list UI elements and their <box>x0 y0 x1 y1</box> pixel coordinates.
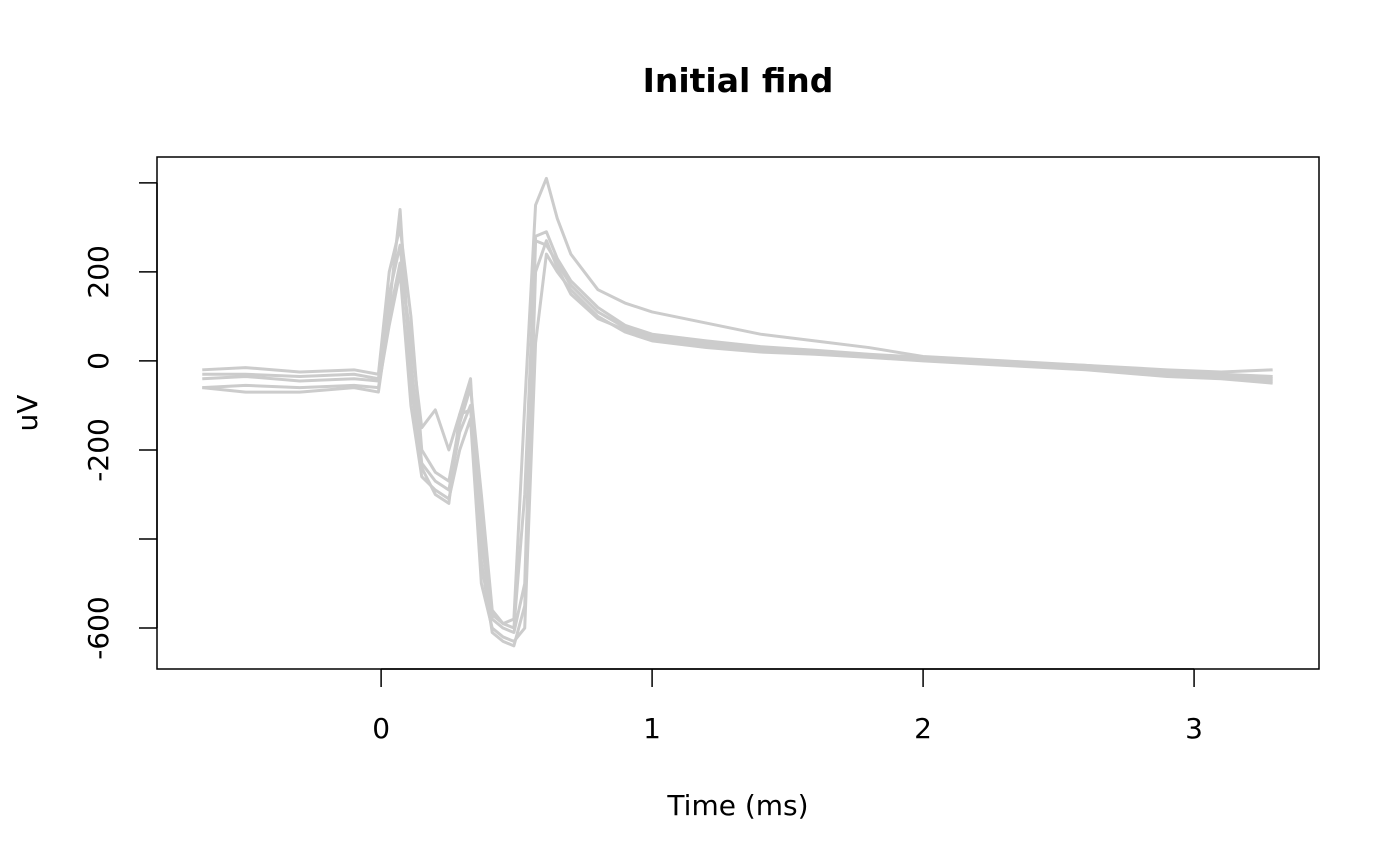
waveform-line <box>202 225 1273 630</box>
y-tick-label: -600 <box>82 596 115 660</box>
waveform-line <box>202 208 1273 648</box>
y-tick-label: 0 <box>82 352 115 370</box>
plot-frame <box>156 156 1320 670</box>
waveform-line <box>202 252 1273 643</box>
x-tick-label: 3 <box>1185 712 1203 745</box>
y-tick-label: -200 <box>82 418 115 482</box>
y-axis-label: uV <box>11 395 44 432</box>
waveform-line <box>202 176 1273 626</box>
x-tick-label: 2 <box>914 712 932 745</box>
waveform-line <box>202 239 1273 634</box>
y-tick-label: 200 <box>82 245 115 298</box>
x-axis-label: Time (ms) <box>666 789 808 822</box>
x-tick-label: 0 <box>372 712 390 745</box>
x-tick-label: 1 <box>643 712 661 745</box>
chart-title: Initial find <box>643 61 834 100</box>
